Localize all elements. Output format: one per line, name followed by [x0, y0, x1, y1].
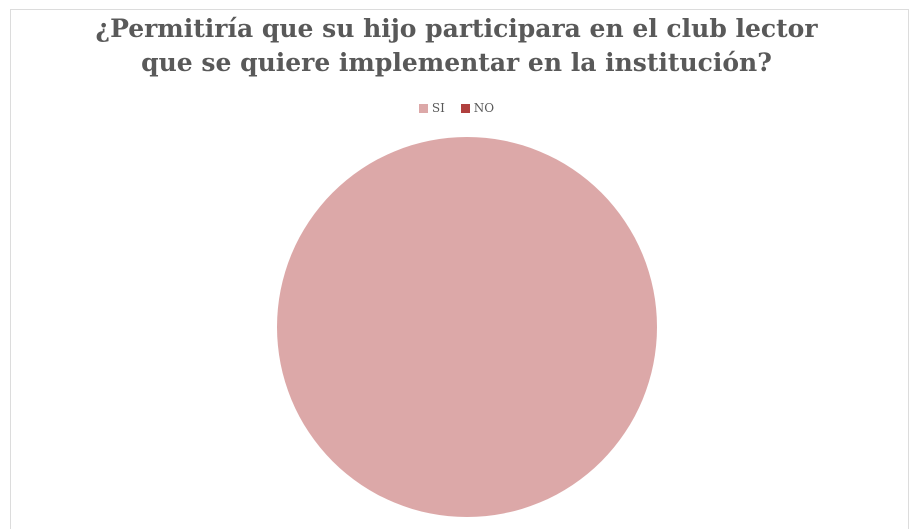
chart-border-top	[10, 9, 909, 10]
chart-border-right	[908, 9, 909, 529]
legend-item-no: NO	[460, 101, 495, 115]
chart-title: ¿Permitiría que su hijo participara en e…	[0, 12, 913, 80]
legend-item-si: SI	[418, 101, 445, 115]
legend-swatch-no	[460, 103, 470, 113]
legend-label-si: SI	[431, 101, 445, 115]
chart-title-line-1: ¿Permitiría que su hijo participara en e…	[95, 14, 818, 43]
chart-title-line-2: que se quiere implementar en la instituc…	[141, 48, 772, 77]
legend-label-no: NO	[473, 101, 495, 115]
pie-slices	[277, 137, 657, 517]
chart-border-left	[10, 9, 11, 529]
chart-legend: SI NO	[0, 101, 913, 116]
pie-slice-si	[277, 137, 657, 517]
pie-data-label-si: 100%	[445, 516, 488, 529]
legend-swatch-si	[418, 103, 428, 113]
